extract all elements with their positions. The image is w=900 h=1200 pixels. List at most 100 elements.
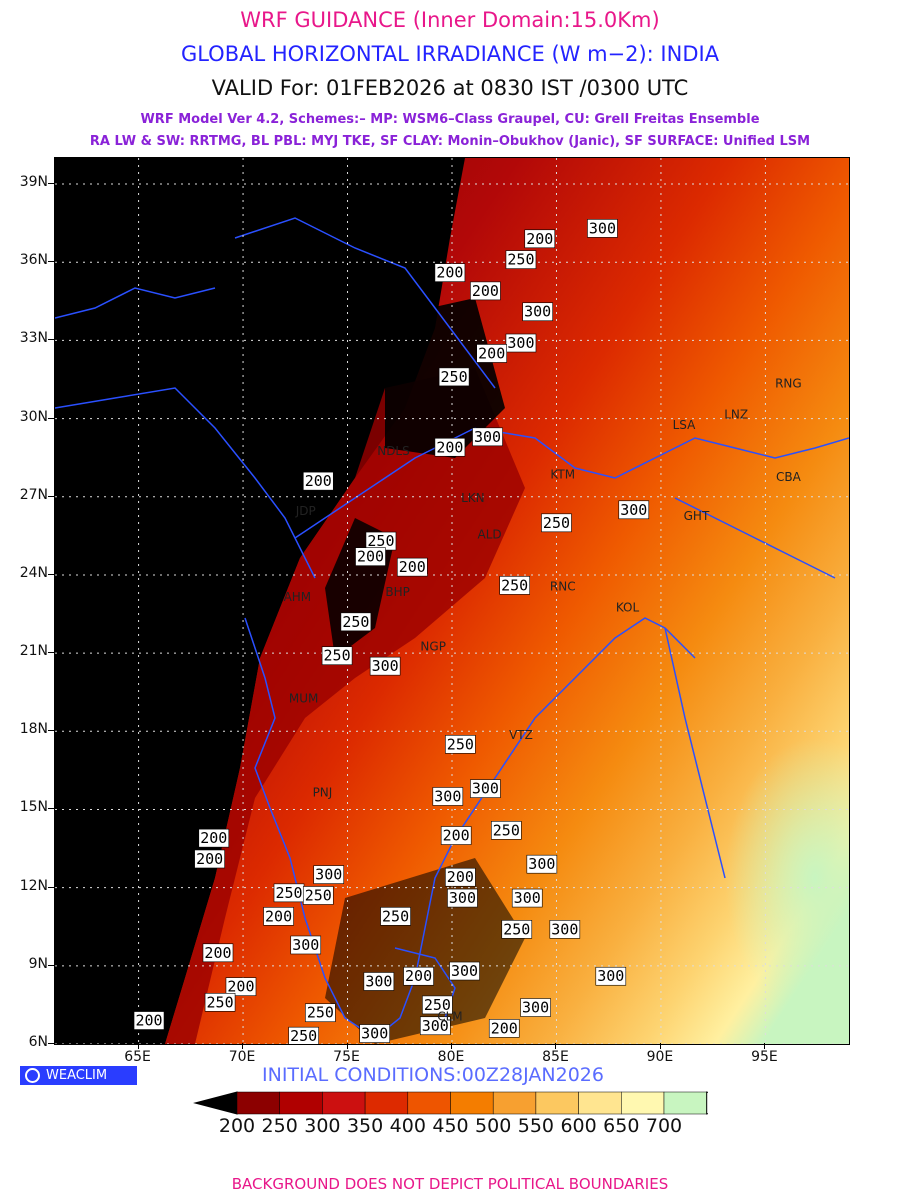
svg-text:250: 250 [290, 1027, 317, 1044]
colorbar-segment [322, 1091, 366, 1115]
station-label: JDP [295, 504, 316, 518]
contour-label: 200 [133, 1011, 165, 1030]
lon-tick [555, 1043, 557, 1049]
contour-label: 200 [355, 547, 386, 567]
irradiance-field [165, 158, 849, 1044]
svg-text:300: 300 [524, 303, 551, 321]
lat-tick [48, 261, 54, 263]
station-label: KTM [550, 468, 575, 482]
contour-label: 200 [263, 907, 294, 926]
lat-tick-label: 15N [19, 799, 48, 816]
svg-text:300: 300 [434, 787, 461, 805]
contour-label: 200 [445, 867, 476, 887]
svg-text:300: 300 [372, 657, 399, 675]
contour-label: 200 [524, 229, 556, 249]
svg-text:200: 200 [399, 558, 426, 576]
lon-tick [242, 1043, 244, 1049]
lat-tick [48, 495, 54, 497]
svg-text:300: 300 [528, 855, 555, 873]
station-label: VTZ [509, 728, 533, 742]
svg-text:300: 300 [551, 920, 578, 938]
svg-text:200: 200 [472, 282, 499, 300]
lat-tick-label: 21N [19, 643, 48, 660]
contour-label: 250 [273, 883, 305, 903]
colorbar-under-triangle [193, 1091, 238, 1115]
svg-text:300: 300 [597, 967, 624, 985]
lat-tick-label: 33N [19, 330, 48, 347]
svg-text:250: 250 [305, 886, 332, 904]
contour-label: 300 [363, 972, 395, 991]
colorbar-tick-label: 350 [346, 1115, 384, 1137]
contour-label: 250 [501, 920, 533, 939]
contour-label: 300 [587, 219, 618, 238]
contour-label: 250 [204, 993, 236, 1012]
station-label: GHT [684, 509, 710, 523]
station-label: LNZ [724, 408, 748, 422]
contour-label: 200 [476, 344, 508, 363]
station-label: CBA [776, 470, 802, 484]
contour-label: 200 [194, 849, 225, 869]
svg-text:200: 200 [478, 344, 505, 362]
svg-text:300: 300 [507, 334, 534, 352]
svg-text:200: 200 [436, 438, 463, 456]
svg-text:200: 200 [265, 907, 292, 925]
contour-label: 250 [438, 367, 470, 387]
lon-tick-label: 90E [646, 1049, 674, 1065]
svg-text:250: 250 [307, 1004, 334, 1022]
weaclim-logo: WEACLIM [20, 1066, 137, 1085]
colorbar-segment [450, 1091, 494, 1115]
station-label: NDLS [377, 444, 410, 458]
lat-tick [48, 964, 54, 966]
svg-text:200: 200 [305, 472, 332, 490]
contour-label: 200 [440, 826, 472, 845]
lat-tick-label: 36N [19, 252, 48, 269]
contour-label: 250 [305, 1003, 336, 1023]
svg-text:250: 250 [447, 735, 474, 753]
colorbar-tick-label: 200 [218, 1115, 256, 1137]
contour-label: 300 [505, 333, 537, 353]
initial-conditions: INITIAL CONDITIONS:00Z28JAN2026 [262, 1064, 604, 1086]
svg-text:200: 200 [227, 978, 254, 996]
lon-tick [659, 1043, 661, 1049]
lat-tick-label: 27N [19, 486, 48, 503]
lon-tick-label: 95E [751, 1049, 778, 1065]
station-label: CLM [437, 1010, 462, 1024]
colorbar-segment [621, 1091, 665, 1115]
colorbar-segment [407, 1091, 451, 1115]
colorbar [193, 1091, 708, 1115]
contour-label: 300 [595, 966, 627, 986]
svg-text:300: 300 [451, 962, 478, 980]
station-label: LSA [673, 418, 697, 432]
contour-label: 200 [434, 437, 466, 457]
svg-text:300: 300 [422, 1017, 449, 1035]
contour-label: 300 [472, 427, 503, 447]
contour-label: 300 [432, 787, 464, 806]
svg-text:250: 250 [503, 920, 530, 938]
station-label: RNC [550, 580, 576, 594]
svg-text:300: 300 [620, 501, 647, 519]
station-label: BHP [385, 585, 410, 599]
svg-text:300: 300 [514, 889, 541, 907]
lat-tick [48, 730, 54, 732]
lon-tick [451, 1043, 452, 1049]
station-label: LKN [461, 491, 485, 505]
chart-subtitle: GLOBAL HORIZONTAL IRRADIANCE (W m−2): IN… [180, 42, 720, 66]
colorbar-segment [364, 1091, 409, 1115]
lat-tick-label: 24N [19, 564, 48, 581]
svg-text:250: 250 [424, 996, 451, 1014]
lat-tick [48, 573, 54, 575]
contour-label: 300 [447, 888, 478, 908]
contour-label: 300 [549, 920, 581, 939]
svg-text:300: 300 [589, 219, 616, 237]
lon-tick-label: 70E [228, 1049, 256, 1065]
model-info-line1: WRF Model Ver 4.2, Schemes:– MP: WSM6–Cl… [140, 112, 760, 127]
lon-tick [764, 1043, 766, 1049]
svg-text:250: 250 [275, 884, 302, 902]
svg-text:300: 300 [522, 999, 549, 1017]
station-label: NGP [420, 640, 446, 654]
contour-label: 200 [225, 977, 257, 996]
contour-label: 300 [520, 998, 551, 1017]
lon-tick [346, 1043, 348, 1049]
svg-text:250: 250 [324, 647, 351, 665]
svg-text:300: 300 [361, 1025, 388, 1043]
